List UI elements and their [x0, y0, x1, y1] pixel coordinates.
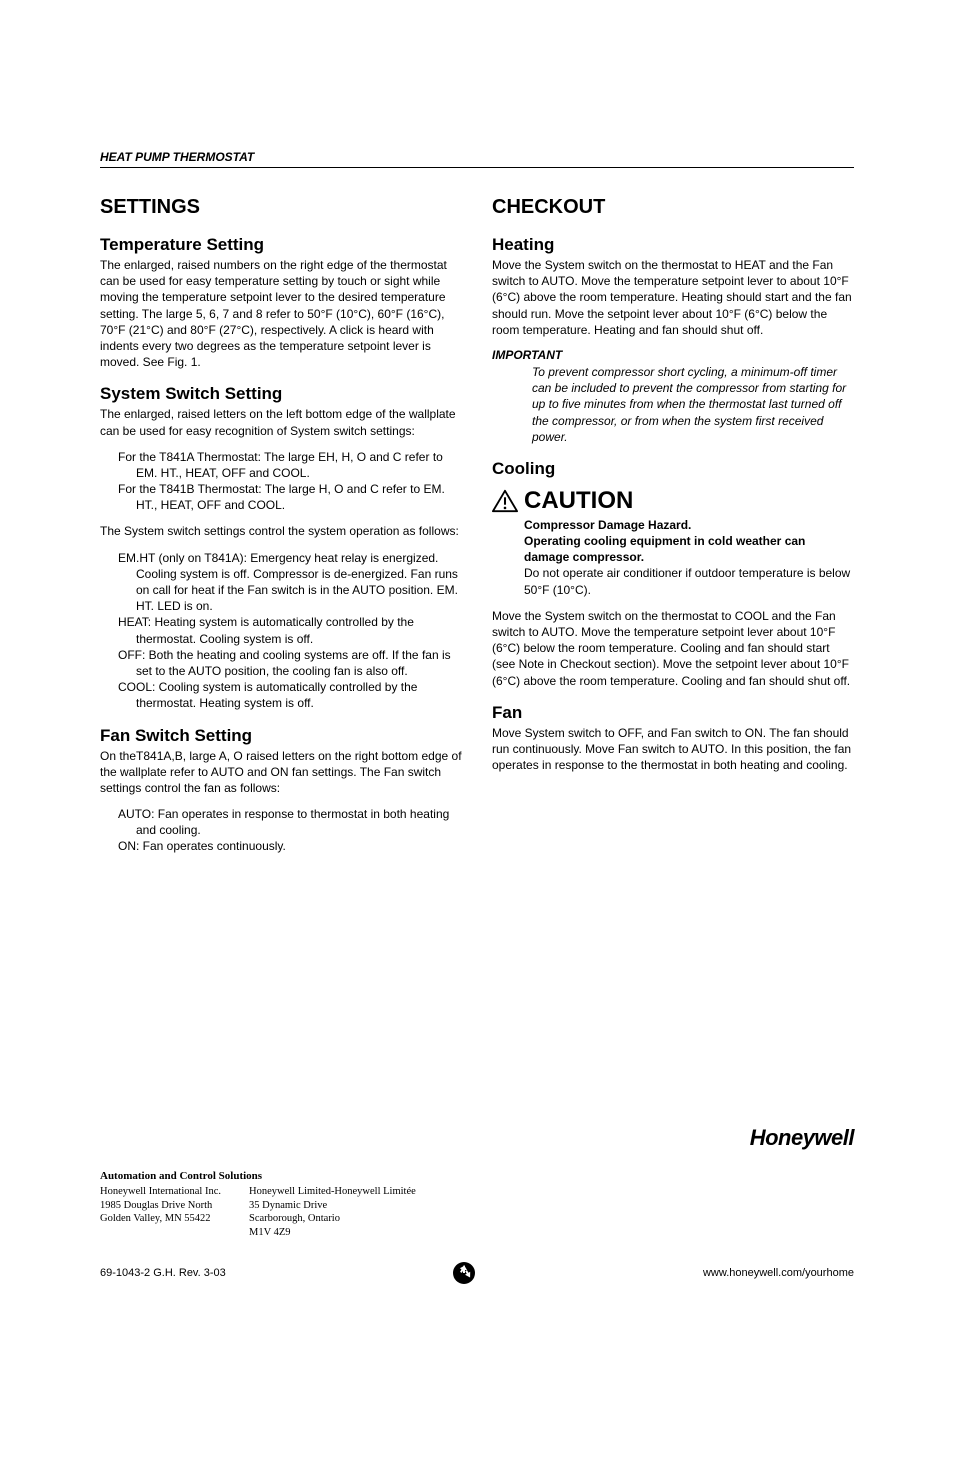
addr-line: Golden Valley, MN 55422: [100, 1212, 221, 1226]
fan-heading: Fan: [492, 703, 854, 723]
footer-bottom: 69-1043-2 G.H. Rev. 3-03 www.honeywell.c…: [100, 1261, 854, 1285]
settings-heading: SETTINGS: [100, 196, 462, 219]
heating-body: Move the System switch on the thermostat…: [492, 257, 854, 338]
footer-col2: Honeywell Limited-Honeywell Limitée 35 D…: [249, 1185, 416, 1240]
list-item: HEAT: Heating system is automatically co…: [118, 614, 462, 646]
addr-line: M1V 4Z9: [249, 1226, 416, 1240]
warning-triangle-icon: [492, 489, 518, 513]
footer-block: Automation and Control Solutions Honeywe…: [100, 1169, 854, 1240]
fan-switch-heading: Fan Switch Setting: [100, 726, 462, 746]
checkout-heading: CHECKOUT: [492, 196, 854, 219]
list-item: OFF: Both the heating and cooling system…: [118, 647, 462, 679]
system-switch-intro: The enlarged, raised letters on the left…: [100, 406, 462, 438]
footer-url: www.honeywell.com/yourhome: [703, 1267, 854, 1279]
content-columns: SETTINGS Temperature Setting The enlarge…: [100, 196, 854, 865]
list-item: ON: Fan operates continuously.: [118, 838, 462, 854]
important-label: IMPORTANT: [492, 348, 854, 362]
page: HEAT PUMP THERMOSTAT SETTINGS Temperatur…: [0, 0, 954, 1345]
list-item: For the T841A Thermostat: The large EH, …: [118, 449, 462, 481]
recycle-icon: [452, 1261, 476, 1285]
caution-bold-2: Operating cooling equipment in cold weat…: [524, 533, 854, 565]
system-models-list: For the T841A Thermostat: The large EH, …: [100, 449, 462, 514]
right-column: CHECKOUT Heating Move the System switch …: [492, 196, 854, 865]
addr-line: Scarborough, Ontario: [249, 1212, 416, 1226]
caution-body: Do not operate air conditioner if outdoo…: [524, 565, 854, 597]
left-column: SETTINGS Temperature Setting The enlarge…: [100, 196, 462, 865]
footer-spacer: [100, 865, 854, 1125]
system-ops-list: EM.HT (only on T841A): Emergency heat re…: [100, 550, 462, 712]
cooling-body: Move the System switch on the thermostat…: [492, 608, 854, 689]
fan-items-list: AUTO: Fan operates in response to thermo…: [100, 806, 462, 855]
temp-setting-heading: Temperature Setting: [100, 235, 462, 255]
addr-line: Honeywell International Inc.: [100, 1185, 221, 1199]
page-header: HEAT PUMP THERMOSTAT: [100, 150, 854, 168]
caution-block: Compressor Damage Hazard. Operating cool…: [492, 517, 854, 598]
system-switch-heading: System Switch Setting: [100, 384, 462, 404]
doc-reference: 69-1043-2 G.H. Rev. 3-03: [100, 1267, 226, 1279]
important-body: To prevent compressor short cycling, a m…: [492, 364, 854, 445]
footer-address-columns: Honeywell International Inc. 1985 Dougla…: [100, 1185, 854, 1240]
caution-word: CAUTION: [524, 487, 633, 515]
system-ops-intro: The System switch settings control the s…: [100, 523, 462, 539]
caution-bold-1: Compressor Damage Hazard.: [524, 517, 854, 533]
addr-line: 1985 Douglas Drive North: [100, 1199, 221, 1213]
list-item: EM.HT (only on T841A): Emergency heat re…: [118, 550, 462, 615]
fan-switch-intro: On theT841A,B, large A, O raised letters…: [100, 748, 462, 797]
addr-line: Honeywell Limited-Honeywell Limitée: [249, 1185, 416, 1199]
list-item: COOL: Cooling system is automatically co…: [118, 679, 462, 711]
list-item: For the T841B Thermostat: The large H, O…: [118, 481, 462, 513]
temp-setting-body: The enlarged, raised numbers on the righ…: [100, 257, 462, 370]
heating-heading: Heating: [492, 235, 854, 255]
fan-body: Move System switch to OFF, and Fan switc…: [492, 725, 854, 774]
caution-row: CAUTION: [492, 487, 854, 515]
footer-col1: Honeywell International Inc. 1985 Dougla…: [100, 1185, 221, 1240]
cooling-heading: Cooling: [492, 459, 854, 479]
addr-line: 35 Dynamic Drive: [249, 1199, 416, 1213]
footer-title: Automation and Control Solutions: [100, 1169, 854, 1183]
list-item: AUTO: Fan operates in response to thermo…: [118, 806, 462, 838]
brand-logo: Honeywell: [100, 1125, 854, 1151]
